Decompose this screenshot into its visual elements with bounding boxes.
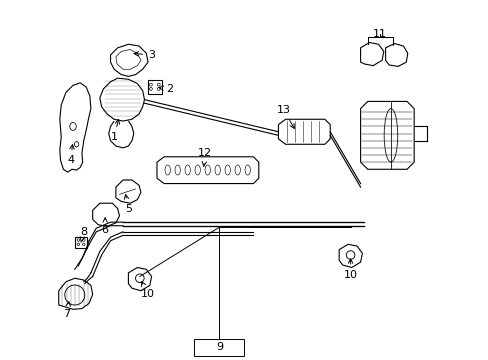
Text: 4: 4 xyxy=(67,144,74,165)
Text: 2: 2 xyxy=(159,84,173,94)
Text: 12: 12 xyxy=(198,148,212,166)
Text: 11: 11 xyxy=(372,28,386,39)
Text: 13: 13 xyxy=(276,105,294,129)
Text: 8: 8 xyxy=(80,227,87,242)
Text: 10: 10 xyxy=(343,259,357,280)
Text: 7: 7 xyxy=(63,302,70,319)
Text: 5: 5 xyxy=(124,194,132,213)
Text: 10: 10 xyxy=(141,282,155,299)
Text: 3: 3 xyxy=(134,50,155,60)
Text: 9: 9 xyxy=(216,342,223,352)
Text: 6: 6 xyxy=(102,218,108,235)
Text: 1: 1 xyxy=(110,120,120,142)
